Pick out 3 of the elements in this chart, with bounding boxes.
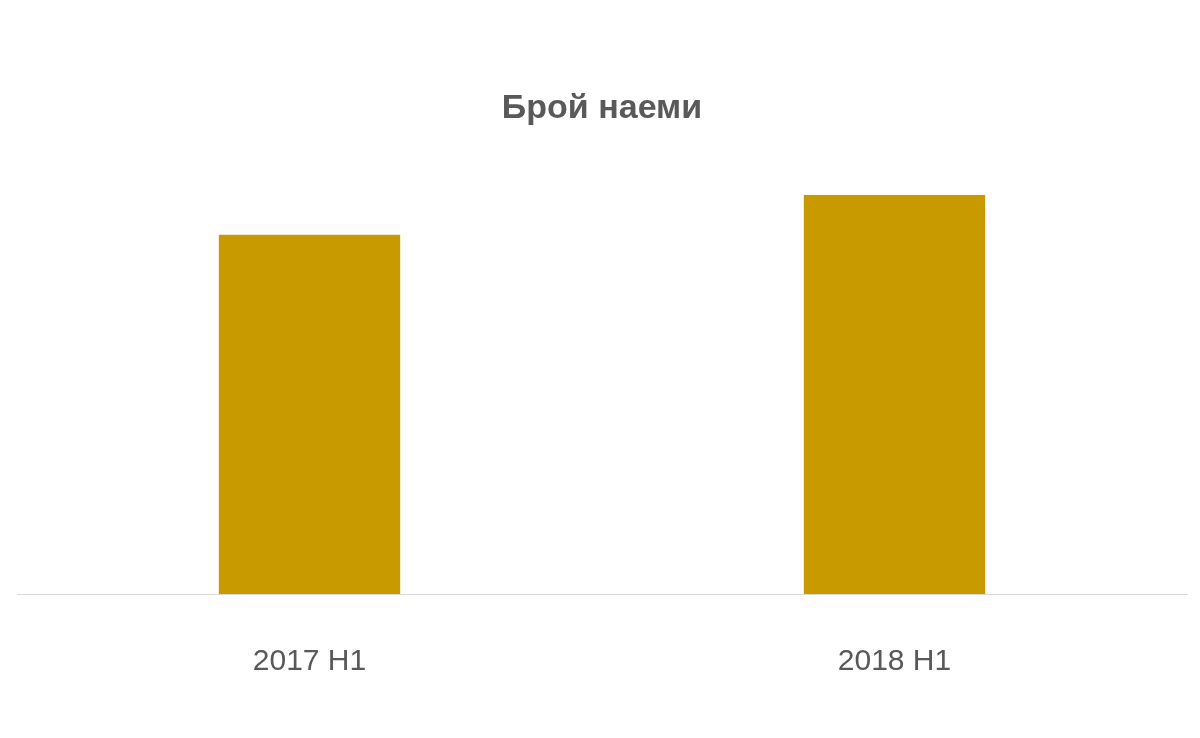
- x-tick-label: 2017 H1: [252, 643, 367, 677]
- x-tick-label: 2018 H1: [837, 643, 952, 677]
- chart-title: Брой наеми: [501, 86, 703, 125]
